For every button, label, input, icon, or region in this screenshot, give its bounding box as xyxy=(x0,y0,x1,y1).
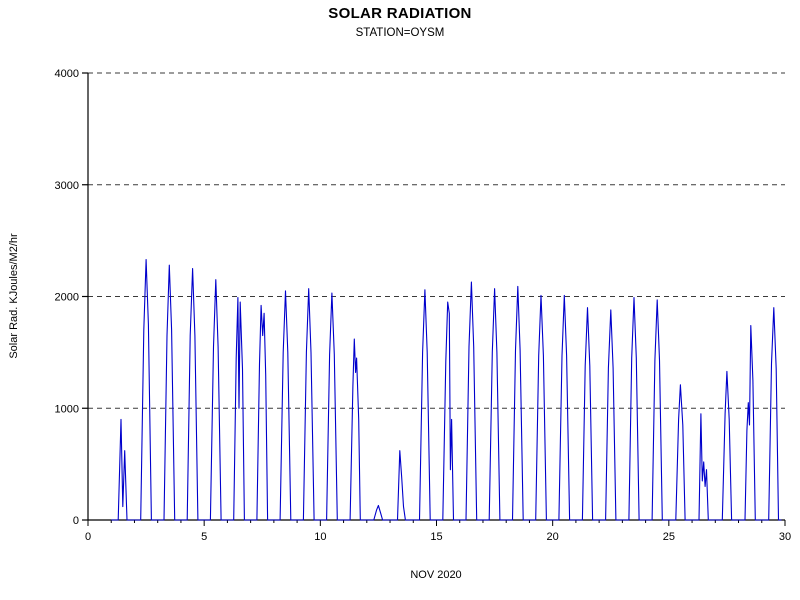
x-axis-title: NOV 2020 xyxy=(410,569,461,581)
y-axis-title: Solar Rad. KJoules/M2/hr xyxy=(8,233,20,359)
y-tick-label: 1000 xyxy=(55,403,79,415)
chart-title: SOLAR RADIATION xyxy=(328,5,472,22)
solar-radiation-line xyxy=(111,259,782,521)
chart-subtitle: STATION=OYSM xyxy=(355,27,445,39)
y-tick-label: 0 xyxy=(73,515,79,527)
x-tick-label: 0 xyxy=(85,531,91,543)
grid-layer xyxy=(88,72,785,409)
y-tick-label: 3000 xyxy=(55,180,79,192)
x-tick-label: 25 xyxy=(663,531,675,543)
x-tick-label: 15 xyxy=(430,531,442,543)
y-tick-label: 4000 xyxy=(55,68,79,80)
x-tick-label: 30 xyxy=(779,531,791,543)
x-tick-label: 20 xyxy=(547,531,559,543)
x-tick-label: 10 xyxy=(314,531,326,543)
x-tick-label: 5 xyxy=(201,531,207,543)
y-tick-label: 2000 xyxy=(55,292,79,304)
